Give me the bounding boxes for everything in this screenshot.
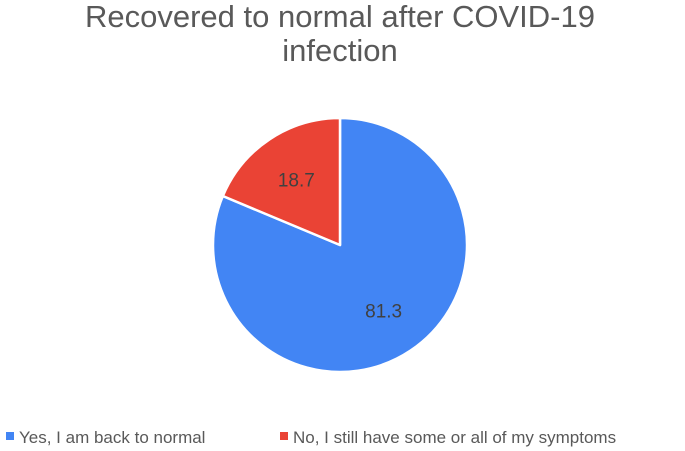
legend-label-no: No, I still have some or all of my sympt… xyxy=(293,428,616,447)
legend-label-yes: Yes, I am back to normal xyxy=(19,428,205,447)
legend-swatch-no xyxy=(280,432,288,440)
pie-slices xyxy=(211,116,469,374)
data-label-no: 18.7 xyxy=(278,170,315,191)
pie-data-labels: 81.3 18.7 xyxy=(278,170,402,322)
legend-swatch-yes xyxy=(6,432,14,440)
legend: Yes, I am back to normal No, I still hav… xyxy=(6,428,616,447)
chart-title-line-2: infection xyxy=(282,33,397,68)
chart-title-line-1: Recovered to normal after COVID-19 xyxy=(85,0,595,34)
pie-slice-no xyxy=(221,116,342,247)
data-label-yes: 81.3 xyxy=(365,302,402,323)
